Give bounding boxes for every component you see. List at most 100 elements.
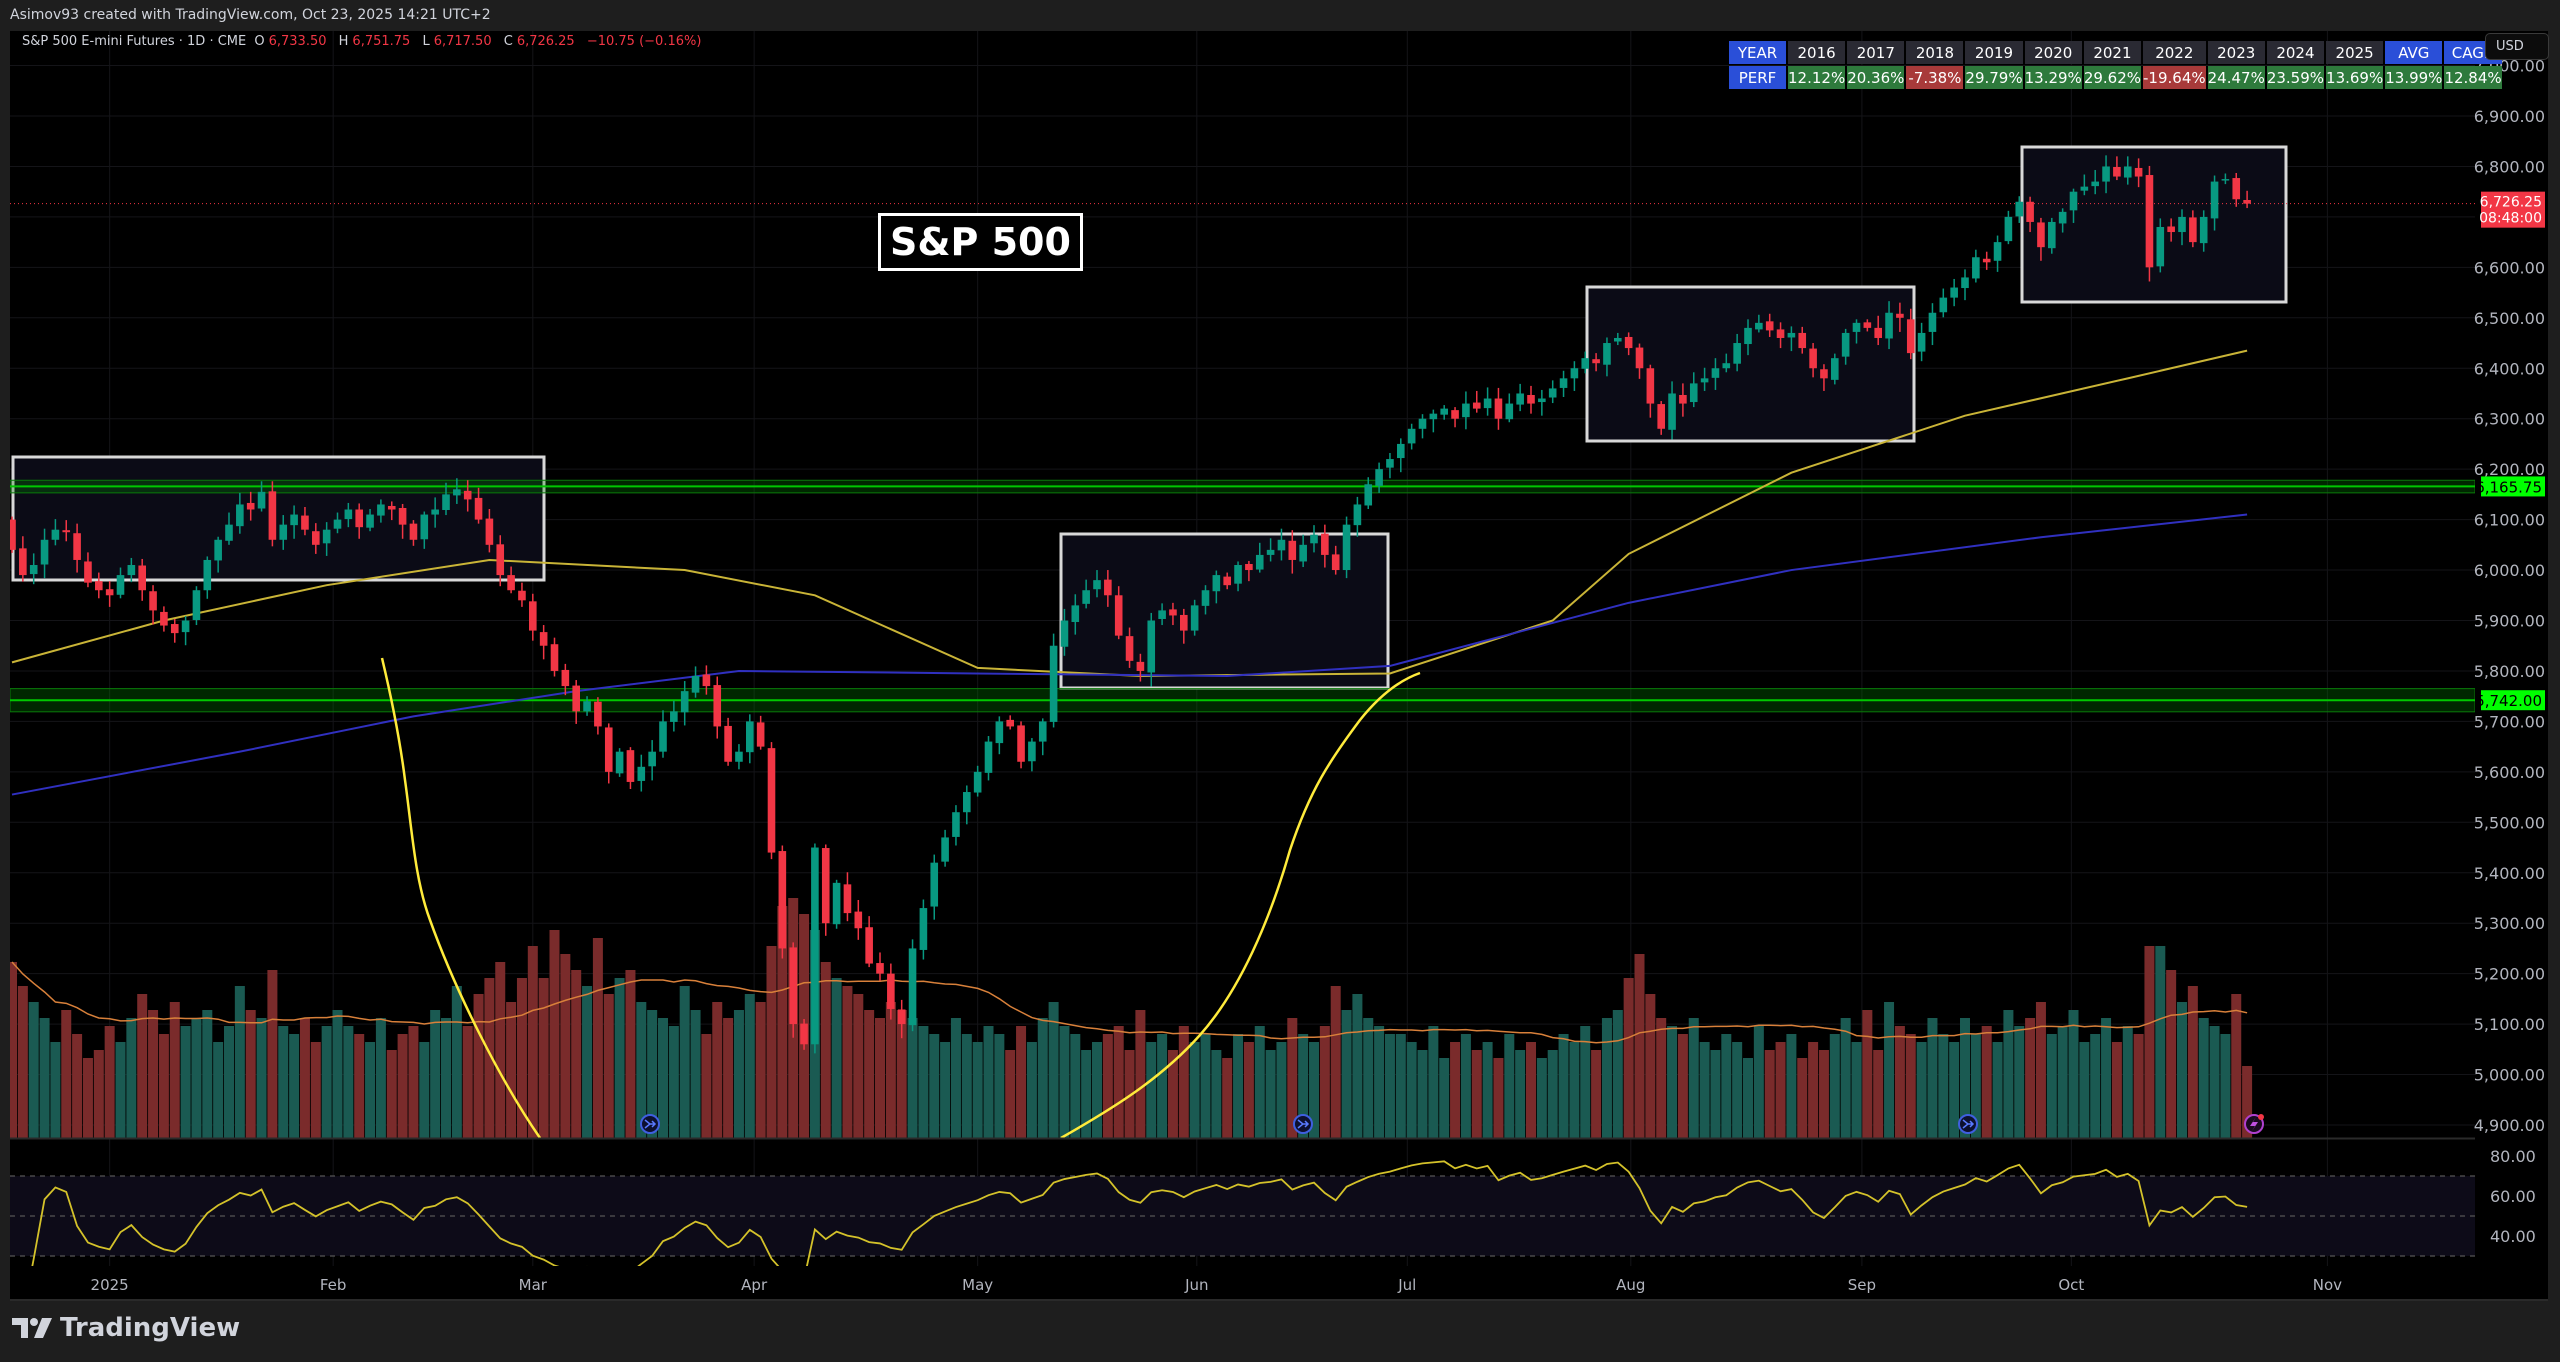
- candle[interactable]: [2080, 174, 2089, 196]
- candle[interactable]: [1603, 337, 1611, 377]
- candle[interactable]: [1255, 542, 1264, 573]
- candle[interactable]: [1093, 570, 1101, 598]
- candle[interactable]: [1190, 599, 1199, 636]
- candle[interactable]: [1483, 387, 1492, 416]
- candle[interactable]: [1212, 570, 1221, 604]
- candle[interactable]: [84, 552, 92, 588]
- candle[interactable]: [604, 723, 613, 784]
- time-axis[interactable]: [10, 1266, 2548, 1301]
- candle[interactable]: [1689, 372, 1698, 408]
- candle[interactable]: [62, 520, 71, 542]
- candle[interactable]: [1049, 633, 1058, 728]
- candle[interactable]: [843, 872, 852, 922]
- candle[interactable]: [1841, 328, 1850, 365]
- candle[interactable]: [756, 715, 765, 750]
- candle[interactable]: [746, 714, 754, 764]
- candle[interactable]: [236, 492, 244, 534]
- candle[interactable]: [1896, 302, 1904, 332]
- candle[interactable]: [170, 618, 179, 643]
- candle[interactable]: [2058, 208, 2067, 233]
- candle[interactable]: [1494, 387, 1503, 430]
- candle[interactable]: [1266, 538, 1275, 562]
- candle[interactable]: [1038, 718, 1047, 756]
- candle[interactable]: [1765, 313, 1774, 337]
- candle[interactable]: [225, 512, 233, 545]
- candle[interactable]: [1331, 545, 1340, 575]
- candle[interactable]: [594, 697, 602, 735]
- candle[interactable]: [1679, 383, 1687, 417]
- candle[interactable]: [2232, 173, 2241, 207]
- symbol-name[interactable]: S&P 500 E-mini Futures · 1D · CME: [22, 34, 247, 49]
- candle[interactable]: [2199, 210, 2208, 252]
- candle[interactable]: [192, 586, 201, 626]
- candle[interactable]: [2004, 210, 2013, 245]
- candle[interactable]: [181, 615, 190, 646]
- candle[interactable]: [1364, 477, 1373, 510]
- candle[interactable]: [1559, 370, 1568, 398]
- candle[interactable]: [1429, 409, 1438, 433]
- candle[interactable]: [1787, 326, 1796, 352]
- candle[interactable]: [1711, 358, 1720, 390]
- candle[interactable]: [1744, 319, 1752, 356]
- candle[interactable]: [1863, 319, 1872, 332]
- candle[interactable]: [1928, 303, 1937, 346]
- candle[interactable]: [377, 499, 385, 523]
- candle[interactable]: [670, 700, 678, 732]
- candle[interactable]: [29, 553, 38, 585]
- candle[interactable]: [984, 736, 993, 781]
- candle[interactable]: [366, 509, 374, 532]
- candle[interactable]: [409, 520, 418, 546]
- candle[interactable]: [2113, 156, 2121, 181]
- hand-drawn-curve-down[interactable]: [380, 657, 542, 1138]
- candle[interactable]: [73, 523, 81, 573]
- candle[interactable]: [1310, 525, 1318, 553]
- candle[interactable]: [203, 556, 212, 599]
- candle[interactable]: [518, 582, 526, 607]
- candle[interactable]: [322, 522, 331, 556]
- candle[interactable]: [2069, 188, 2078, 223]
- candle[interactable]: [507, 566, 515, 594]
- candle[interactable]: [1017, 721, 1025, 769]
- candle[interactable]: [105, 581, 114, 607]
- candle[interactable]: [2037, 217, 2045, 261]
- candle[interactable]: [1722, 353, 1731, 373]
- candle[interactable]: [583, 696, 591, 716]
- candle[interactable]: [1906, 308, 1915, 360]
- candle[interactable]: [19, 536, 27, 582]
- candle[interactable]: [1657, 401, 1665, 435]
- candle[interactable]: [1885, 301, 1893, 350]
- candle[interactable]: [1733, 333, 1741, 372]
- range-box-jan-feb[interactable]: [11, 455, 546, 582]
- candle[interactable]: [485, 509, 494, 553]
- dividend-event-icon[interactable]: [1958, 1114, 1978, 1134]
- candle[interactable]: [1820, 364, 1828, 391]
- candle[interactable]: [268, 481, 277, 547]
- candle[interactable]: [312, 523, 320, 554]
- candle[interactable]: [2134, 158, 2143, 188]
- candle[interactable]: [1147, 612, 1156, 687]
- candle[interactable]: [1548, 380, 1557, 404]
- candle[interactable]: [1071, 594, 1080, 635]
- candle[interactable]: [1201, 585, 1210, 615]
- candle[interactable]: [214, 536, 222, 573]
- candle[interactable]: [290, 505, 298, 539]
- candle[interactable]: [1700, 367, 1709, 391]
- candle[interactable]: [1245, 560, 1253, 582]
- candle[interactable]: [1755, 314, 1763, 333]
- candle[interactable]: [930, 854, 939, 920]
- candle[interactable]: [550, 637, 559, 677]
- candle[interactable]: [876, 952, 884, 981]
- candle[interactable]: [453, 478, 461, 504]
- candle[interactable]: [1114, 586, 1123, 640]
- candle[interactable]: [1831, 353, 1839, 385]
- candle[interactable]: [789, 942, 797, 1038]
- candle[interactable]: [1234, 561, 1242, 592]
- candle[interactable]: [2026, 196, 2034, 233]
- candle[interactable]: [1082, 579, 1090, 609]
- candle[interactable]: [2167, 218, 2175, 242]
- candle[interactable]: [1993, 235, 2002, 272]
- candle[interactable]: [539, 625, 548, 660]
- candle[interactable]: [952, 805, 960, 846]
- candle[interactable]: [963, 785, 971, 825]
